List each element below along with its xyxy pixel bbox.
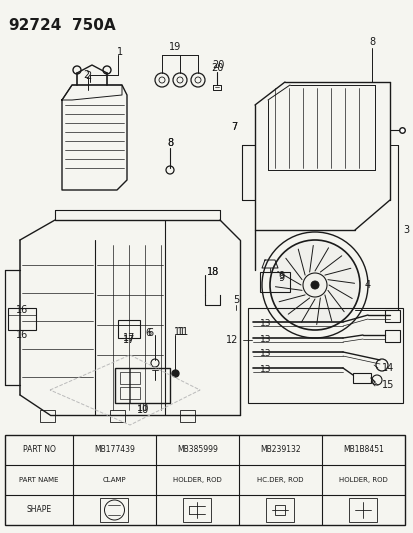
Text: 15: 15: [381, 380, 394, 390]
Text: 17: 17: [123, 335, 135, 345]
Text: 6: 6: [145, 328, 151, 338]
Text: MB239132: MB239132: [259, 446, 300, 455]
Text: 750A: 750A: [72, 18, 115, 33]
Text: 13: 13: [259, 350, 271, 359]
Text: 12: 12: [225, 335, 237, 345]
Bar: [120, 387, 140, 399]
Text: 18: 18: [206, 267, 218, 277]
Text: 1: 1: [116, 47, 123, 57]
Circle shape: [310, 281, 318, 289]
Text: PART NO: PART NO: [22, 446, 55, 455]
Text: 13: 13: [259, 366, 271, 375]
Bar: [384, 310, 399, 322]
Text: PART NAME: PART NAME: [19, 477, 59, 483]
Text: 19: 19: [169, 42, 181, 52]
Bar: [100, 498, 128, 522]
Bar: [5, 435, 404, 525]
Text: MB1B8451: MB1B8451: [342, 446, 383, 455]
Text: MB177439: MB177439: [94, 446, 135, 455]
Bar: [352, 373, 370, 383]
Text: 20: 20: [210, 63, 223, 73]
Text: 17: 17: [123, 333, 135, 343]
Text: SHAPE: SHAPE: [26, 505, 52, 514]
Bar: [40, 410, 55, 422]
Text: HOLDER, ROD: HOLDER, ROD: [338, 477, 387, 483]
Text: 2: 2: [83, 70, 89, 80]
Text: 6: 6: [147, 328, 153, 338]
Text: 2: 2: [85, 71, 91, 81]
Text: 9: 9: [277, 271, 283, 281]
Text: 4: 4: [364, 280, 370, 290]
Text: 7: 7: [230, 122, 237, 132]
Bar: [266, 498, 294, 522]
Text: 20: 20: [211, 60, 224, 70]
Text: 14: 14: [381, 363, 393, 373]
Text: 3: 3: [402, 225, 408, 235]
Text: 7: 7: [230, 122, 237, 132]
Text: 11: 11: [176, 327, 189, 337]
Text: HC.DER, ROD: HC.DER, ROD: [256, 477, 303, 483]
Bar: [247, 308, 402, 403]
Text: 10: 10: [137, 405, 149, 415]
Bar: [349, 498, 377, 522]
Text: 92724: 92724: [8, 18, 61, 33]
Bar: [120, 372, 140, 384]
Text: 16: 16: [16, 305, 28, 315]
Bar: [115, 368, 170, 403]
Bar: [110, 410, 125, 422]
Text: 5: 5: [232, 295, 239, 305]
Text: 10: 10: [137, 403, 149, 413]
Bar: [118, 320, 140, 338]
Text: HOLDER, ROD: HOLDER, ROD: [173, 477, 221, 483]
Text: 16: 16: [16, 330, 28, 340]
Text: 8: 8: [166, 138, 173, 148]
Bar: [183, 498, 211, 522]
Text: 13: 13: [259, 319, 271, 328]
Text: 18: 18: [206, 267, 218, 277]
Bar: [259, 272, 289, 292]
Circle shape: [302, 273, 326, 297]
Bar: [275, 505, 285, 515]
Text: 8: 8: [368, 37, 374, 47]
Text: 9: 9: [277, 273, 283, 283]
Text: 11: 11: [173, 327, 186, 337]
Bar: [384, 330, 399, 342]
Bar: [8, 308, 36, 330]
Bar: [180, 410, 195, 422]
Text: MB385999: MB385999: [177, 446, 217, 455]
Text: 13: 13: [259, 335, 271, 344]
Circle shape: [269, 240, 359, 330]
Text: CLAMP: CLAMP: [102, 477, 126, 483]
Text: 8: 8: [166, 138, 173, 148]
